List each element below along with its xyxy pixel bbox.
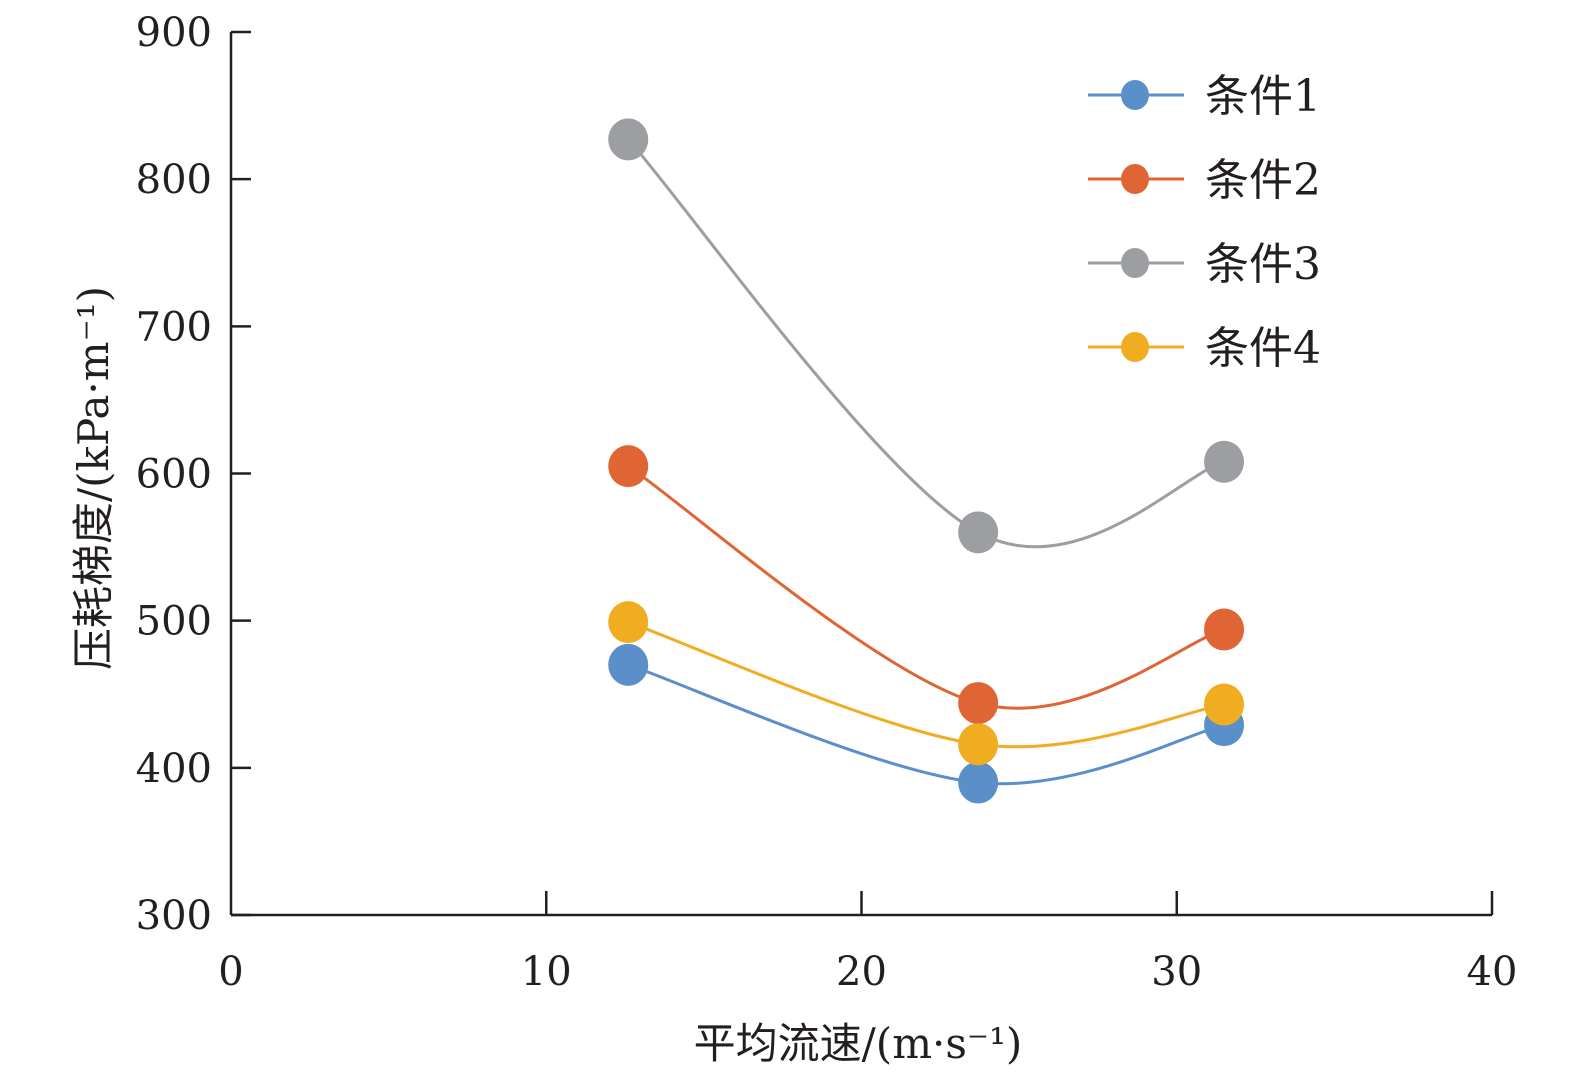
data-point (1204, 440, 1245, 483)
legend-marker (1121, 248, 1149, 278)
series-4 (608, 601, 1245, 766)
data-point (608, 601, 649, 644)
x-axis-label: 平均流速/(m·s⁻¹) (694, 1019, 1023, 1068)
y-axis-label: 压耗梯度/(kPa·m⁻¹) (69, 286, 118, 670)
data-point (1204, 608, 1245, 651)
legend-item-2: 条件2 (1088, 155, 1321, 206)
data-point (608, 118, 649, 161)
data-point (958, 761, 999, 804)
legend-label: 条件2 (1205, 155, 1321, 206)
x-tick-label: 20 (836, 949, 887, 995)
legend-label: 条件1 (1205, 71, 1321, 122)
data-point (958, 723, 999, 766)
data-point (608, 643, 649, 686)
y-tick-label: 800 (136, 157, 212, 203)
legend-item-4: 条件4 (1088, 323, 1321, 374)
data-point (608, 445, 649, 488)
data-point (958, 511, 999, 554)
x-tick-label: 40 (1467, 949, 1518, 995)
series-3 (608, 118, 1245, 554)
legend-label: 条件3 (1205, 239, 1321, 290)
series-line (627, 138, 1225, 549)
series-line (627, 464, 1225, 710)
y-tick-label: 600 (136, 452, 212, 498)
y-tick-label: 900 (136, 10, 212, 56)
series-line (627, 620, 1225, 749)
series-layer (608, 118, 1245, 804)
legend-label: 条件4 (1205, 323, 1321, 374)
axes: 0 10 20 30 40 300 400 500 600 700 800 900 (136, 10, 1518, 995)
x-tick-label: 10 (521, 949, 572, 995)
legend: 条件1 条件2 条件3 条件4 (1088, 71, 1321, 374)
y-tick-label: 300 (136, 893, 212, 939)
legend-marker (1121, 80, 1149, 110)
y-tick-label: 500 (136, 599, 212, 645)
legend-item-1: 条件1 (1088, 71, 1321, 122)
data-point (958, 682, 999, 725)
y-tick-label: 400 (136, 746, 212, 792)
x-tick-label: 30 (1151, 949, 1202, 995)
y-tick-label: 700 (136, 304, 212, 350)
data-point (1204, 683, 1245, 726)
legend-item-3: 条件3 (1088, 239, 1321, 290)
legend-marker (1121, 332, 1149, 362)
legend-marker (1121, 164, 1149, 194)
x-tick-label: 0 (218, 949, 243, 995)
series-2 (608, 445, 1245, 725)
